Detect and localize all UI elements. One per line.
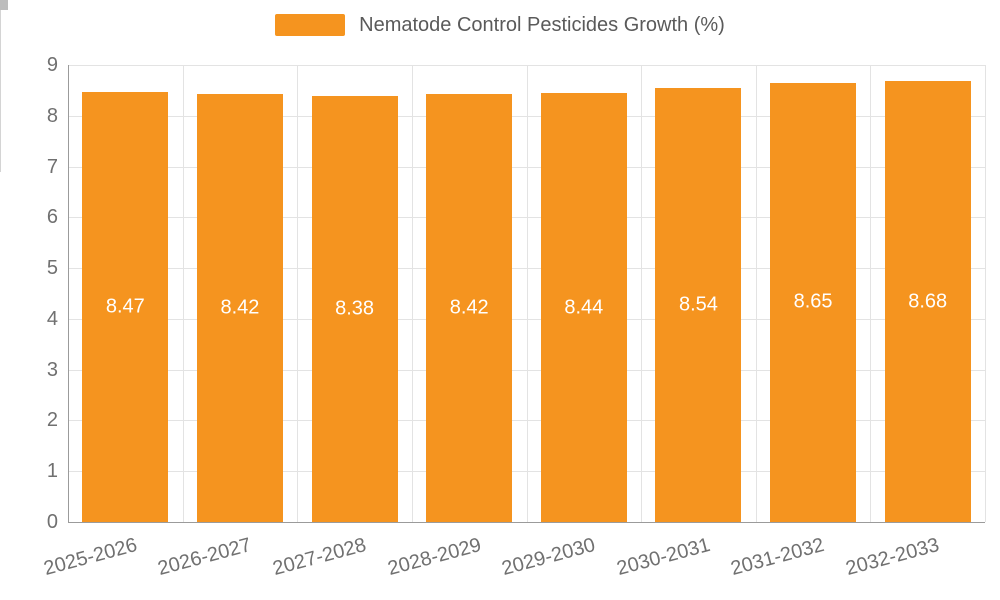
x-tick-label: 2026-2027 — [155, 533, 254, 580]
legend-swatch-icon — [275, 14, 346, 36]
v-gridline — [641, 65, 643, 522]
x-tick-label: 2031-2032 — [728, 533, 828, 580]
bar-value-label: 8.38 — [335, 297, 375, 320]
bar — [82, 91, 169, 522]
y-axis-line — [68, 65, 69, 523]
x-axis-tick — [0, 46, 1, 64]
bar-value-label: 8.42 — [449, 296, 489, 319]
x-tick-label: 2027-2028 — [270, 533, 369, 580]
x-axis-tick — [0, 100, 1, 118]
y-axis-tick — [0, 5, 8, 6]
y-tick-label: 1 — [46, 460, 58, 483]
v-gridline — [870, 65, 872, 522]
bar-value-label: 8.54 — [678, 293, 718, 316]
legend-item[interactable]: Nematode Control Pesticides Growth (%) — [0, 14, 1000, 36]
v-gridline — [297, 65, 299, 522]
x-tick-label: 2028-2029 — [385, 533, 484, 580]
y-tick-label: 4 — [46, 307, 58, 330]
y-axis-tick — [0, 1, 8, 2]
x-axis-tick — [0, 10, 1, 28]
y-tick-label: 0 — [46, 511, 58, 533]
y-axis-tick — [0, 2, 8, 3]
y-tick-label: 2 — [46, 409, 58, 432]
x-tick-label: 2029-2030 — [499, 533, 598, 580]
y-axis-tick — [0, 3, 8, 4]
y-axis-tick — [0, 4, 8, 5]
y-tick-label: 9 — [46, 54, 58, 76]
bar — [426, 94, 513, 522]
bar — [655, 88, 742, 522]
bar — [884, 81, 971, 522]
x-tick-label: 2025-2026 — [41, 533, 140, 580]
bar — [540, 93, 627, 522]
legend-label: Nematode Control Pesticides Growth (%) — [359, 14, 725, 36]
bar-value-label: 8.47 — [105, 295, 145, 318]
bar-value-label: 8.68 — [908, 290, 948, 313]
y-tick-label: 6 — [46, 206, 58, 229]
bar — [311, 96, 398, 522]
bar — [196, 94, 283, 522]
y-tick-label: 3 — [46, 358, 58, 381]
y-tick-label: 5 — [46, 257, 58, 280]
bar-value-label: 8.42 — [220, 296, 260, 319]
x-tick-label: 2032-2033 — [843, 533, 942, 580]
bar-value-label: 8.65 — [793, 290, 833, 313]
x-axis-tick — [0, 154, 1, 172]
y-tick-label: 7 — [46, 155, 58, 178]
v-gridline — [755, 65, 757, 522]
y-axis-tick — [0, 8, 8, 9]
v-gridline — [526, 65, 528, 522]
bar — [770, 82, 857, 522]
x-axis-tick — [0, 64, 1, 82]
v-gridline — [182, 65, 184, 522]
y-tick-label: 8 — [46, 104, 58, 127]
y-axis-tick — [0, 7, 8, 8]
x-axis-tick — [0, 118, 1, 136]
x-axis-line — [68, 522, 985, 523]
x-tick-label: 2030-2031 — [614, 533, 713, 580]
x-axis-tick — [0, 136, 1, 154]
bar-value-label: 8.44 — [564, 296, 604, 319]
y-axis-tick — [0, 9, 8, 10]
v-gridline — [985, 65, 986, 522]
y-axis-tick — [0, 0, 8, 1]
y-axis-tick — [0, 6, 8, 7]
v-gridline — [411, 65, 413, 522]
x-axis-tick — [0, 82, 1, 100]
x-axis-tick — [0, 28, 1, 46]
